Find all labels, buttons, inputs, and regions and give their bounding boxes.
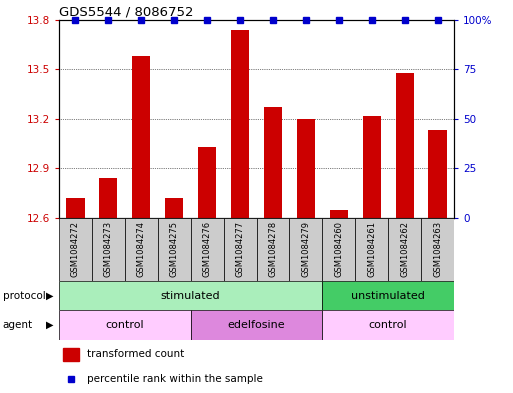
- Text: unstimulated: unstimulated: [351, 291, 425, 301]
- Bar: [66, 198, 85, 218]
- Text: GSM1084263: GSM1084263: [433, 221, 442, 277]
- Bar: [224, 218, 256, 281]
- Bar: [289, 218, 322, 281]
- Bar: [421, 218, 454, 281]
- Bar: [388, 218, 421, 281]
- Text: GSM1084262: GSM1084262: [400, 221, 409, 277]
- Text: percentile rank within the sample: percentile rank within the sample: [87, 374, 263, 384]
- Text: agent: agent: [3, 320, 33, 330]
- Bar: [355, 218, 388, 281]
- Bar: [256, 218, 289, 281]
- Text: protocol: protocol: [3, 291, 45, 301]
- Bar: [191, 218, 224, 281]
- Bar: [125, 218, 158, 281]
- Bar: [165, 198, 183, 218]
- Text: edelfosine: edelfosine: [228, 320, 285, 330]
- Bar: [59, 310, 191, 340]
- Bar: [396, 73, 413, 218]
- Text: GSM1084260: GSM1084260: [334, 221, 343, 277]
- Text: ▶: ▶: [46, 291, 54, 301]
- Bar: [100, 178, 117, 218]
- Bar: [231, 29, 249, 218]
- Text: GSM1084278: GSM1084278: [268, 221, 278, 277]
- Text: GSM1084272: GSM1084272: [71, 221, 80, 277]
- Bar: [92, 218, 125, 281]
- Text: GSM1084276: GSM1084276: [203, 221, 212, 277]
- Text: GSM1084261: GSM1084261: [367, 221, 376, 277]
- Bar: [59, 218, 92, 281]
- Bar: [297, 119, 315, 218]
- Bar: [322, 218, 355, 281]
- Bar: [198, 147, 216, 218]
- Text: GSM1084275: GSM1084275: [170, 221, 179, 277]
- Text: control: control: [106, 320, 144, 330]
- Bar: [158, 218, 191, 281]
- Bar: [322, 310, 454, 340]
- Bar: [363, 116, 381, 218]
- Text: control: control: [369, 320, 407, 330]
- Bar: [322, 281, 454, 310]
- Text: GSM1084277: GSM1084277: [235, 221, 245, 277]
- Text: transformed count: transformed count: [87, 349, 184, 359]
- Bar: [330, 210, 348, 218]
- Bar: [59, 281, 322, 310]
- Bar: [132, 56, 150, 218]
- Text: stimulated: stimulated: [161, 291, 221, 301]
- Bar: [264, 107, 282, 218]
- Bar: [63, 347, 79, 361]
- Bar: [191, 310, 322, 340]
- Text: GSM1084274: GSM1084274: [137, 221, 146, 277]
- Text: GDS5544 / 8086752: GDS5544 / 8086752: [59, 6, 193, 18]
- Text: GSM1084279: GSM1084279: [301, 221, 310, 277]
- Text: GSM1084273: GSM1084273: [104, 221, 113, 277]
- Text: ▶: ▶: [46, 320, 54, 330]
- Bar: [428, 130, 447, 218]
